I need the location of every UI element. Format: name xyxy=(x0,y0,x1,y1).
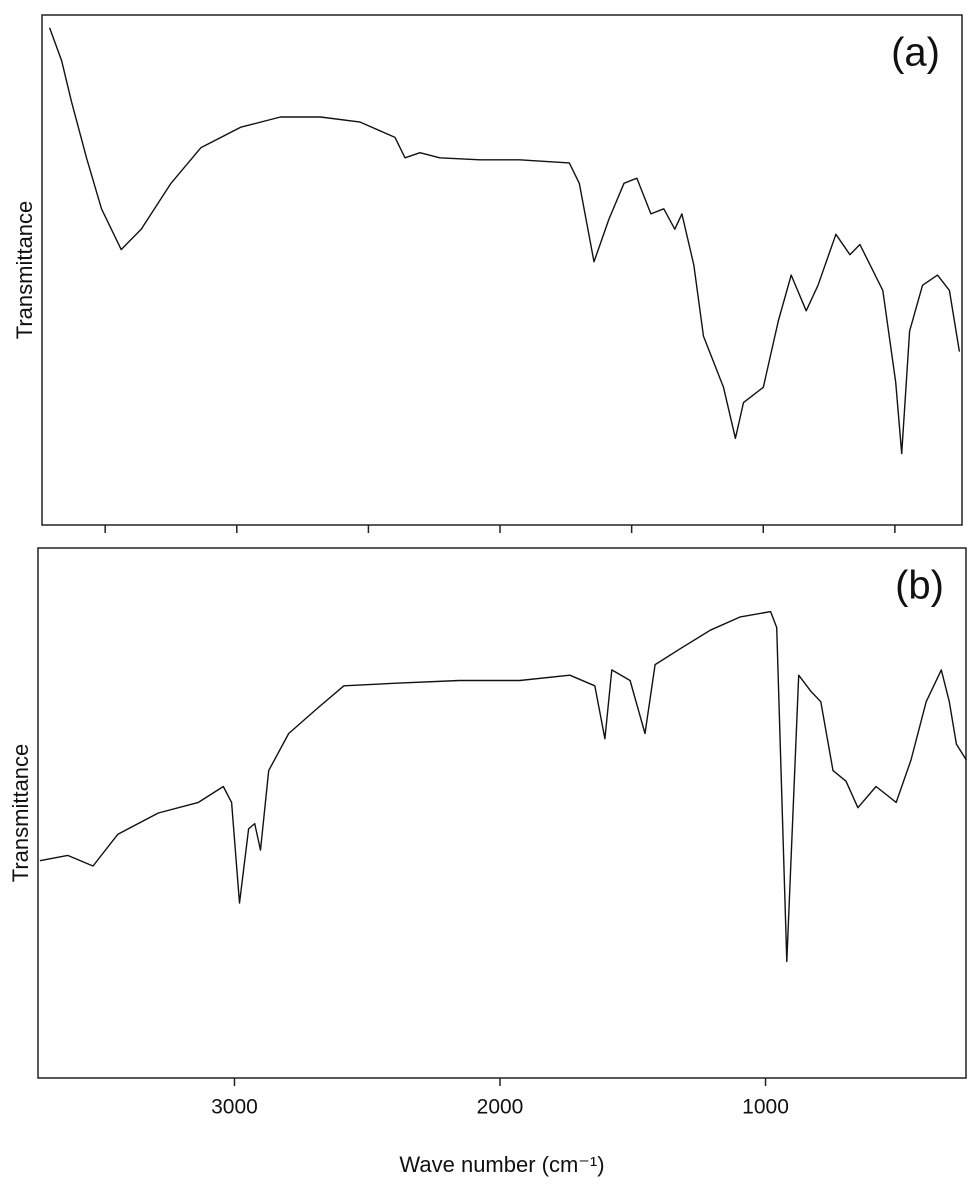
panel-label: (a) xyxy=(891,31,940,75)
x-tick-label: 3000 xyxy=(211,1096,258,1119)
x-tick-label: 1000 xyxy=(742,1096,789,1119)
x-axis-label: Wave number (cm⁻¹) xyxy=(399,1152,604,1177)
spectrum-line xyxy=(39,610,967,963)
plot-frame xyxy=(37,547,967,1079)
y-axis-label: Transmittance xyxy=(8,744,33,883)
x-tick-label: 2000 xyxy=(477,1096,524,1119)
plot-frame xyxy=(41,14,963,526)
y-axis-label: Transmittance xyxy=(12,201,37,340)
spectrum-line xyxy=(48,27,961,455)
panel-label: (b) xyxy=(895,564,944,608)
